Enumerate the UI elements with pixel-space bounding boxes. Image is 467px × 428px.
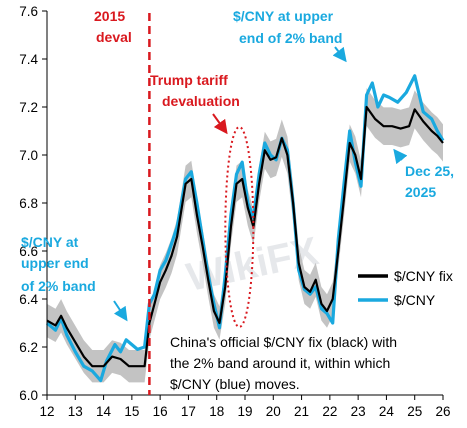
upper-left-label-line3: of 2% band <box>21 278 96 294</box>
series-layer <box>45 74 445 383</box>
x-tick-label: 26 <box>435 404 450 419</box>
y-tick-label: 6.2 <box>19 340 38 355</box>
date-label-line1: Dec 25, <box>405 163 454 179</box>
trump-label-line1: Trump tariff <box>150 72 228 88</box>
legend-label-cny: $/CNY <box>394 292 436 308</box>
x-tick-label: 14 <box>96 404 112 419</box>
upper-left-label-line2: upper end <box>21 255 89 271</box>
note-line2: the 2% band around it, within which <box>170 355 390 371</box>
x-tick-label: 16 <box>153 404 168 419</box>
x-ticks: 12 13 14 15 16 17 18 19 20 21 22 23 24 25 26 <box>39 395 451 419</box>
x-tick-label: 22 <box>322 404 337 419</box>
series-line-fix <box>46 105 444 368</box>
trump-label-line2: devaluation <box>162 93 240 109</box>
upper-top-label-line2: end of 2% band <box>239 30 342 46</box>
y-tick-label: 7.0 <box>19 148 38 163</box>
band-area <box>47 88 443 383</box>
date-arrow <box>393 148 408 165</box>
y-tick-label: 6.4 <box>19 292 38 307</box>
deval-label-line1: 2015 <box>94 8 125 24</box>
upper-top-arrow <box>332 46 347 63</box>
y-tick-label: 7.6 <box>19 4 38 19</box>
x-tick-label: 23 <box>351 404 366 419</box>
x-tick-label: 12 <box>39 404 54 419</box>
y-tick-label: 7.2 <box>19 100 38 115</box>
x-tick-label: 13 <box>68 404 83 419</box>
note-line1: China's official $/CNY fix (black) with <box>170 334 397 350</box>
y-tick-label: 6.8 <box>19 196 38 211</box>
trump-arrow <box>212 113 228 135</box>
x-tick-label: 20 <box>266 404 281 419</box>
y-tick-label: 6.0 <box>19 388 38 403</box>
legend-label-fix: $/CNY fix <box>394 268 453 284</box>
x-tick-label: 17 <box>181 404 196 419</box>
band-layer <box>47 88 443 383</box>
x-tick-label: 18 <box>209 404 224 419</box>
deval-label-line2: deval <box>96 29 132 45</box>
x-tick-label: 19 <box>237 404 252 419</box>
note-line3: $/CNY (blue) moves. <box>170 376 300 392</box>
x-tick-label: 24 <box>379 404 395 419</box>
upper-left-label-line1: $/CNY at <box>21 234 79 250</box>
x-tick-label: 15 <box>124 404 139 419</box>
x-tick-label: 21 <box>294 404 309 419</box>
date-label-line2: 2025 <box>405 184 436 200</box>
upper-left-arrow <box>113 300 128 322</box>
y-tick-label: 6.6 <box>19 244 38 259</box>
trump-ellipse <box>224 126 255 328</box>
y-ticks: 6.0 6.2 6.4 6.6 6.8 7.0 7.2 7.4 7.6 <box>19 4 47 403</box>
y-tick-label: 7.4 <box>19 52 38 67</box>
legend: $/CNY fix $/CNY <box>358 268 453 308</box>
upper-top-label-line1: $/CNY at upper <box>233 8 334 24</box>
x-tick-label: 25 <box>407 404 422 419</box>
